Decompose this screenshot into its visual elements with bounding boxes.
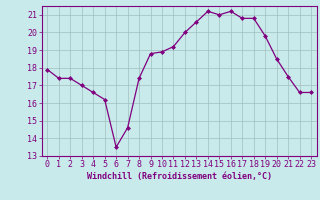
X-axis label: Windchill (Refroidissement éolien,°C): Windchill (Refroidissement éolien,°C) [87, 172, 272, 181]
